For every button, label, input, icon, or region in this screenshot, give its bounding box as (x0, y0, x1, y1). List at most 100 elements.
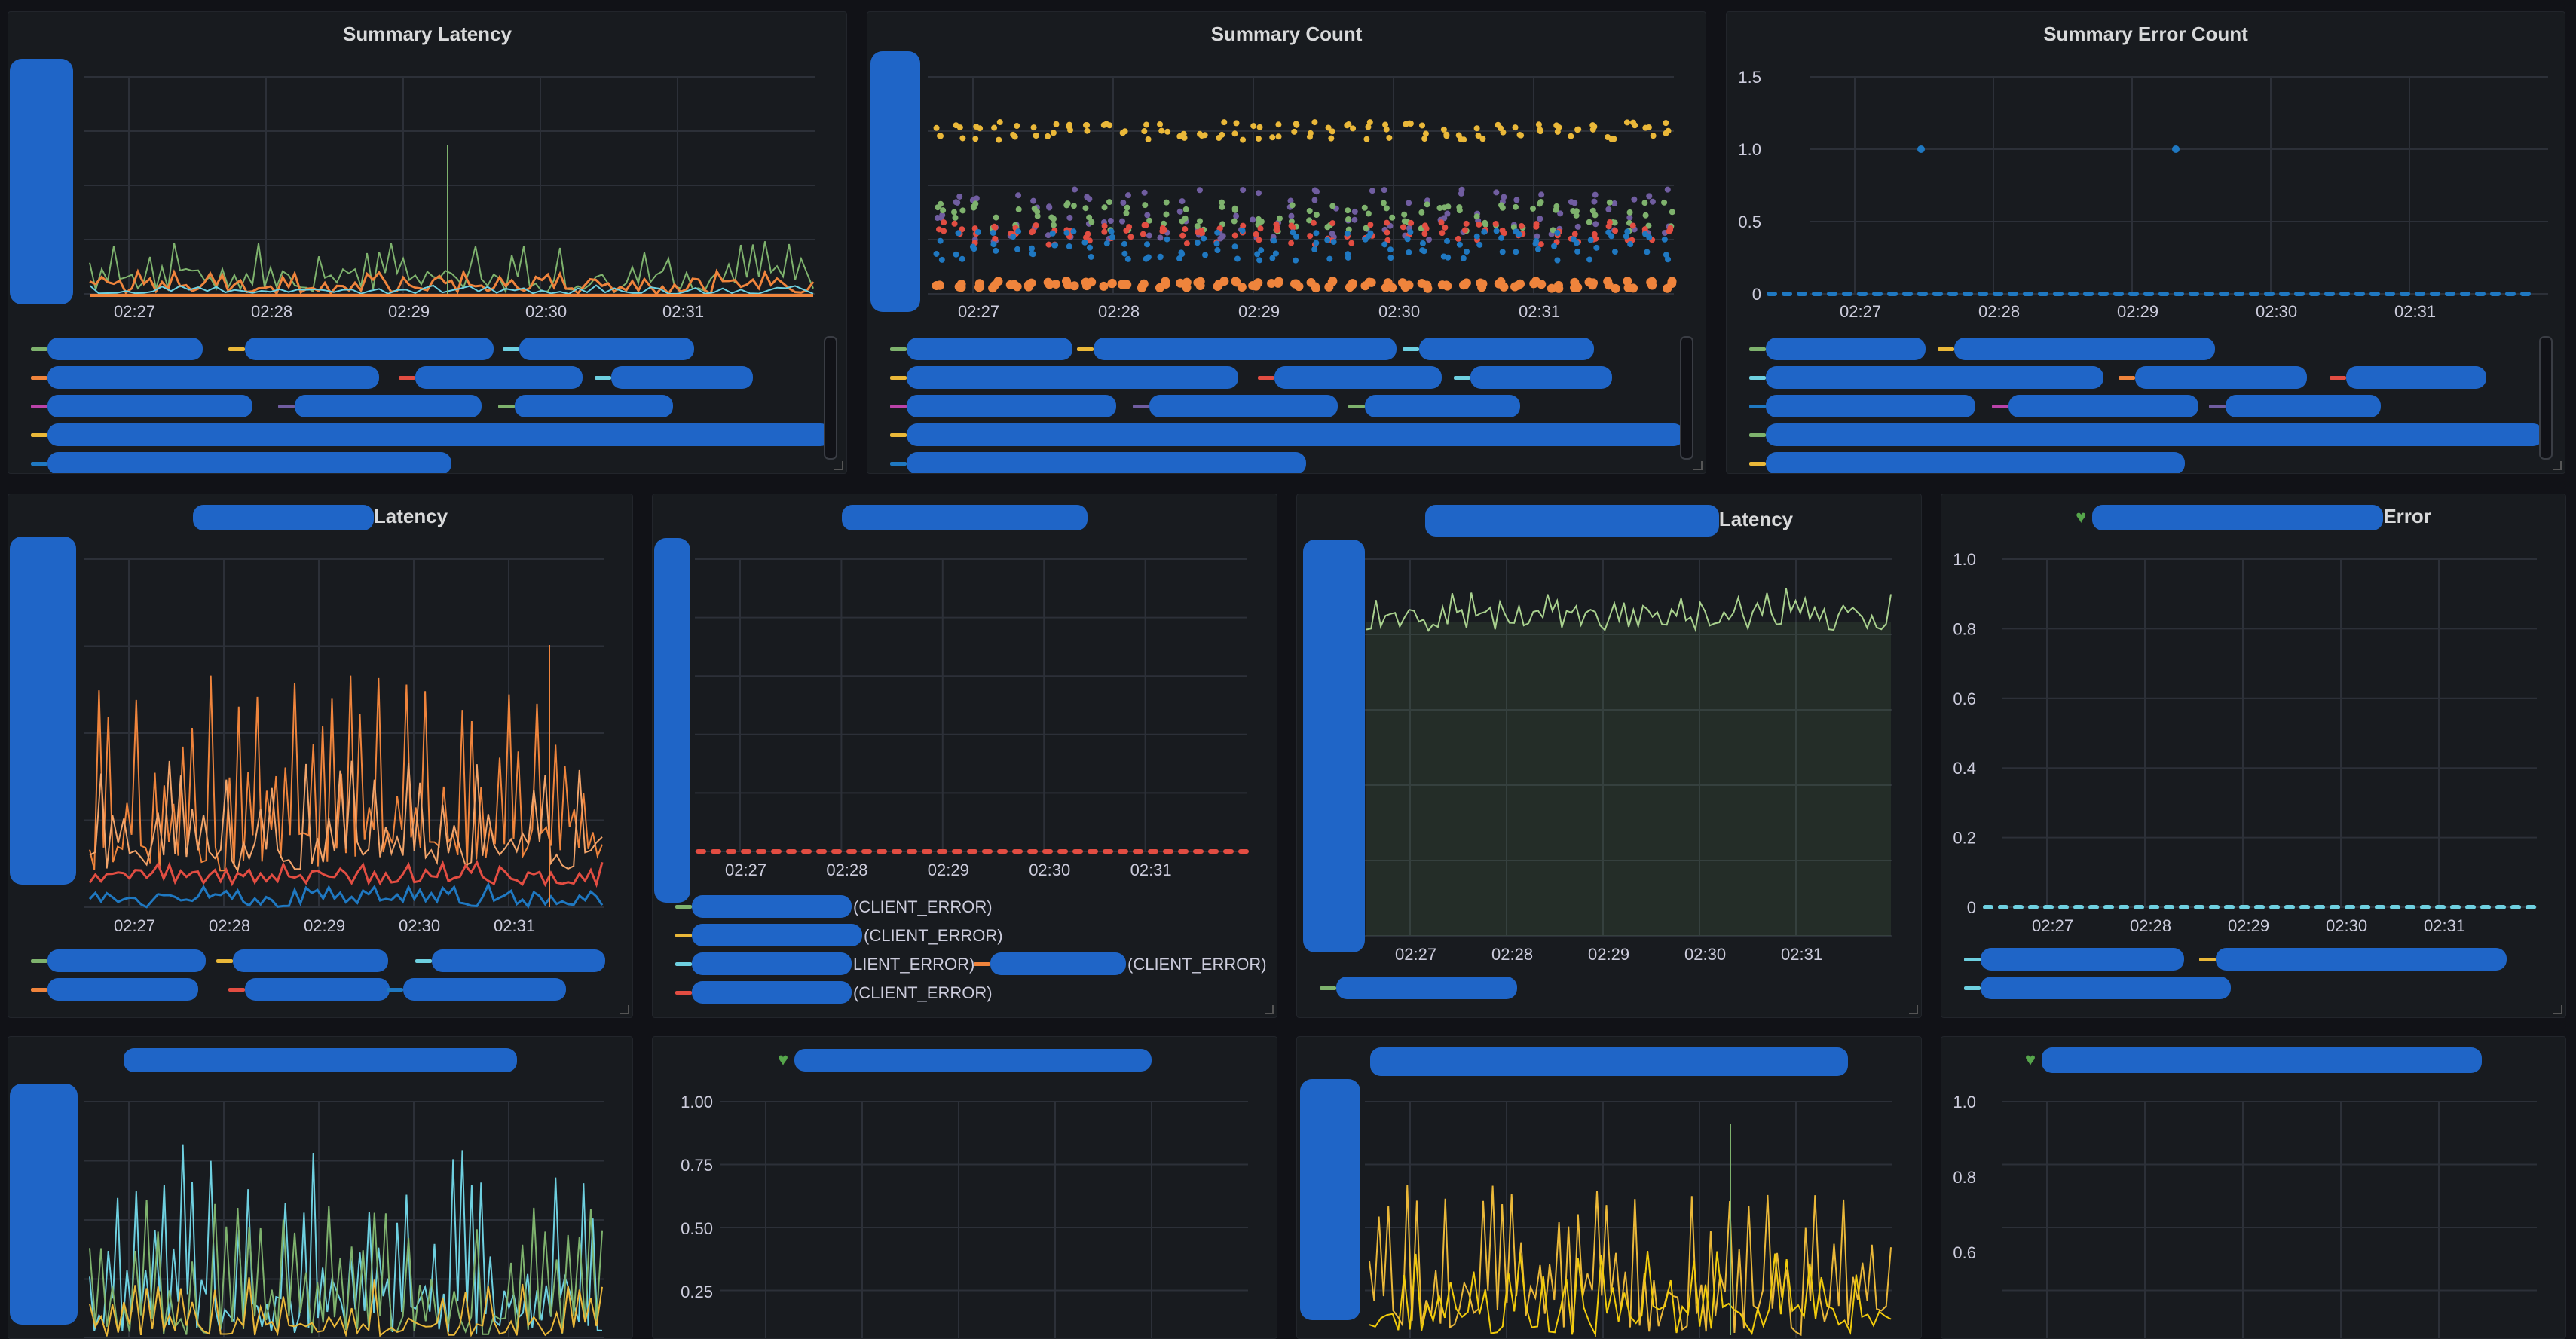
panel-title[interactable] (8, 1047, 632, 1090)
data-point-yellow (956, 124, 963, 131)
data-point-blue (1313, 240, 1320, 246)
y-tick-label: 0 (1752, 285, 1761, 304)
summary-latency-chart[interactable]: 02:27 02:28 02:29 02:30 02:31 (8, 12, 846, 344)
row3-chart-2[interactable]: 1.00 0.75 0.50 0.25 (653, 1037, 1277, 1338)
latency-area-chart[interactable]: 02:27 02:28 02:29 02:30 02:31 (1297, 494, 1921, 977)
panel-title[interactable]: ♥ (1941, 1047, 2565, 1090)
panel-summary-error-count[interactable]: Summary Error Count 02:27 02:28 02:29 02:30… (1726, 11, 2565, 474)
panel-row3-3[interactable] (1296, 1036, 1922, 1339)
summary-error-count-chart[interactable]: 02:27 02:28 02:29 02:30 02:31 1.5 1.0 0.5 0 (1727, 12, 2565, 344)
series-area-fill (1366, 622, 1891, 936)
panel-title[interactable]: Summary Error Count (2043, 23, 2248, 45)
data-point-blue (1499, 249, 1506, 255)
legend-label-redacted (1419, 338, 1594, 360)
data-point-orange (1570, 277, 1580, 287)
panel-title[interactable]: Latency (8, 505, 632, 547)
legend-color-swatch (1403, 347, 1419, 351)
x-tick-label: 02:29 (2228, 916, 2269, 935)
y-tick-label: 1.0 (1953, 550, 1976, 569)
legend-scrollbar[interactable] (824, 336, 837, 460)
data-point-red (992, 235, 999, 242)
legend-scrollbar[interactable] (2539, 336, 2553, 460)
legend-color-swatch (2199, 958, 2216, 961)
legend-label-redacted (245, 978, 390, 1001)
data-point-red (1518, 222, 1525, 229)
data-point-green (1641, 200, 1648, 206)
legend-label-redacted (245, 338, 494, 360)
error-chart[interactable]: 02:27 02:28 02:29 02:30 02:31 1.0 0.8 0.6 0.4 0.2… (1941, 494, 2565, 946)
data-point-red (1384, 219, 1390, 226)
panel-summary-latency[interactable]: Summary Latency 02:27 02:28 02:29 02:30 02:3… (8, 11, 847, 474)
row3-chart-3[interactable] (1297, 1037, 1921, 1338)
data-point-purple (1426, 237, 1433, 243)
data-point-blue (1272, 250, 1279, 257)
legend-color-swatch (387, 988, 403, 992)
resize-handle[interactable] (1909, 1005, 1918, 1014)
resize-handle[interactable] (2553, 1005, 2562, 1014)
legend-scrollbar[interactable] (1680, 336, 1693, 460)
panel-title[interactable]: ♥ (653, 1047, 1277, 1090)
panel-client-errors[interactable]: 02:27 02:28 02:29 02:30 02:31 (CLIENT_ERROR)… (652, 494, 1277, 1018)
row3-chart-1[interactable] (8, 1037, 632, 1338)
x-tick-label: 02:29 (928, 861, 969, 879)
summary-count-chart[interactable]: 02:27 02:28 02:29 02:30 02:31 (867, 12, 1706, 344)
panel-title[interactable]: Summary Latency (343, 23, 512, 45)
data-point-green (1197, 218, 1204, 225)
data-point-blue (1917, 145, 1925, 153)
y-axis-label-redacted (654, 538, 690, 903)
panel-row3-2[interactable]: ♥ 1.00 0.75 0.50 0.25 (652, 1036, 1277, 1339)
resize-handle[interactable] (1265, 1005, 1274, 1014)
data-point-red (1423, 225, 1430, 232)
resize-handle[interactable] (2553, 461, 2562, 470)
data-point-blue (1290, 229, 1296, 236)
data-point-blue (1407, 229, 1414, 236)
data-point-blue (1256, 257, 1263, 264)
data-point-yellow (1325, 124, 1332, 131)
panel-title[interactable] (653, 505, 1277, 547)
y-tick-label: 0.4 (1953, 759, 1976, 778)
data-point-blue (1532, 240, 1539, 247)
data-point-orange (932, 280, 941, 290)
panel-title-suffix: Latency (373, 505, 448, 527)
data-point-purple (1441, 215, 1448, 222)
data-point-blue (1087, 244, 1094, 251)
data-point-blue (937, 237, 944, 244)
panel-title[interactable]: ♥ Error (1941, 505, 2565, 547)
panel-latency-2[interactable]: Latency 02:27 02:28 02:29 02:30 02:31 (1296, 494, 1922, 1018)
panel-title[interactable]: Summary Count (1210, 23, 1363, 45)
row3-chart-4[interactable]: 1.0 0.8 0.6 (1941, 1037, 2565, 1338)
data-point-orange (1423, 283, 1433, 293)
panel-title[interactable] (1297, 1047, 1921, 1090)
data-point-blue (1345, 254, 1351, 261)
resize-handle[interactable] (834, 461, 843, 470)
data-point-purple (1179, 198, 1186, 205)
resize-handle[interactable] (620, 1005, 629, 1014)
legend-label-redacted (1149, 395, 1338, 417)
data-point-blue (1015, 228, 1022, 235)
data-point-blue (1234, 255, 1241, 262)
data-point-green (1550, 227, 1556, 234)
data-point-yellow (1119, 130, 1126, 136)
data-point-red (1421, 231, 1428, 237)
panel-summary-count[interactable]: Summary Count 02:27 02:28 02:29 02:30 02:31 (867, 11, 1706, 474)
panel-latency-1[interactable]: Latency 02:27 02:28 02:29 02:30 02:31 (8, 494, 633, 1018)
panel-row3-1[interactable] (8, 1036, 633, 1339)
latency-chart[interactable]: 02:27 02:28 02:29 02:30 02:31 (8, 494, 632, 946)
data-point-yellow (1311, 119, 1318, 126)
series-line-orange (89, 268, 815, 296)
data-point-purple (1351, 216, 1358, 223)
panel-title[interactable]: Latency (1297, 505, 1921, 547)
panel-row3-4[interactable]: ♥ 1.0 0.8 0.6 (1941, 1036, 2566, 1339)
resize-handle[interactable] (1693, 461, 1703, 470)
data-point-purple (1574, 223, 1581, 230)
y-tick-label: 0.25 (681, 1282, 713, 1301)
data-point-purple (1030, 197, 1037, 204)
legend-label-redacted (1766, 395, 1975, 417)
data-point-blue (1330, 238, 1337, 245)
data-point-yellow (1066, 124, 1072, 130)
data-point-blue (1293, 233, 1299, 240)
panel-error[interactable]: ♥ Error 02:27 02:28 02:29 02:30 02:31 1.0 0.8 0.… (1941, 494, 2566, 1018)
data-point-orange (1537, 280, 1547, 289)
client-error-chart[interactable]: 02:27 02:28 02:29 02:30 02:31 (653, 494, 1277, 901)
data-point-blue (1586, 256, 1593, 263)
